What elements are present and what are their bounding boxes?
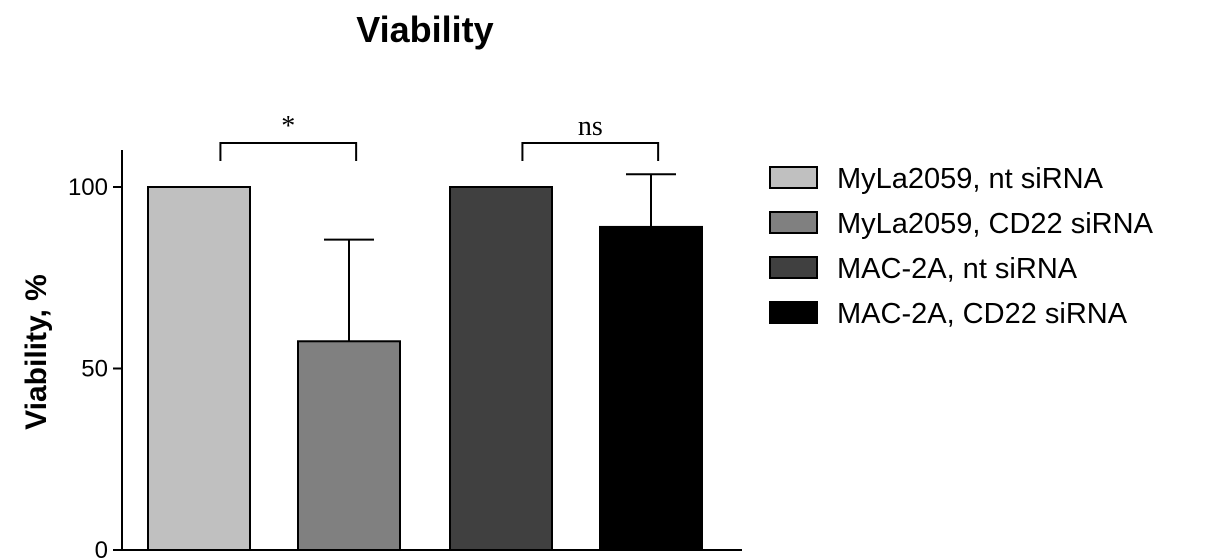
chart-title: Viability (356, 9, 493, 50)
legend-label-1: MyLa2059, nt siRNA (837, 163, 1104, 195)
legend-swatch-1 (769, 166, 818, 189)
significance-brackets: * ns (219, 111, 660, 161)
legend-label-3: MAC-2A, nt siRNA (837, 253, 1078, 285)
legend-label-4: MAC-2A, CD22 siRNA (837, 298, 1128, 330)
legend-swatch-2 (769, 211, 818, 234)
bar-3 (449, 186, 553, 551)
bar-1 (147, 186, 251, 551)
y-axis-label: Viability, % (20, 274, 53, 430)
significance-label-1: * (281, 111, 295, 142)
error-bars (324, 173, 676, 342)
y-tick-label: 100 (68, 174, 108, 201)
legend-swatch-3 (769, 256, 818, 279)
legend-label-2: MyLa2059, CD22 siRNA (837, 208, 1154, 240)
significance-bracket-2 (521, 142, 660, 161)
bar-4 (599, 225, 703, 551)
y-tick-label: 50 (81, 356, 108, 383)
significance-bracket-1 (219, 142, 358, 161)
y-ticks: 0 50 100 (68, 174, 122, 560)
bar-2 (297, 340, 401, 551)
legend: MyLa2059, nt siRNA MyLa2059, CD22 siRNA MA… (769, 163, 1154, 330)
y-tick-label: 0 (95, 537, 108, 560)
significance-label-2: ns (578, 111, 603, 142)
legend-swatch-4 (769, 301, 818, 324)
bars (147, 186, 703, 551)
